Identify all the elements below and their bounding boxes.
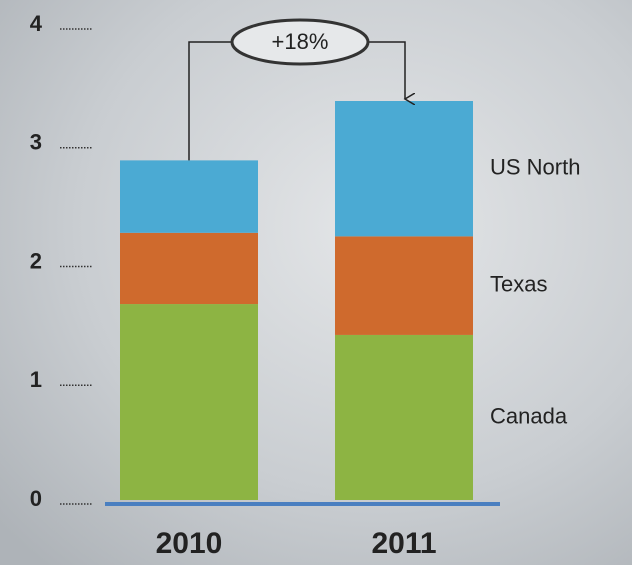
connector-arrow [368,41,405,99]
x-tick-label: 2011 [371,527,436,560]
bar-segment [120,232,258,305]
bar-segment [335,236,473,335]
annotation: +18% [272,29,329,54]
legend-label: US North [490,155,580,180]
legend-label: Canada [490,403,568,428]
legend-label: Texas [490,271,547,296]
y-tick-label: 0 [30,486,42,511]
bar-segment [120,160,258,233]
bar-segment [335,334,473,500]
bar-segment [120,304,258,500]
y-tick-label: 2 [30,248,42,273]
x-tick-label: 2010 [156,527,223,560]
connector [188,41,232,161]
y-tick-label: 4 [30,11,43,36]
annotation-bubble [230,18,370,66]
y-tick-label: 3 [30,130,42,155]
y-tick-label: 1 [30,367,42,392]
bar-segment [335,101,473,237]
